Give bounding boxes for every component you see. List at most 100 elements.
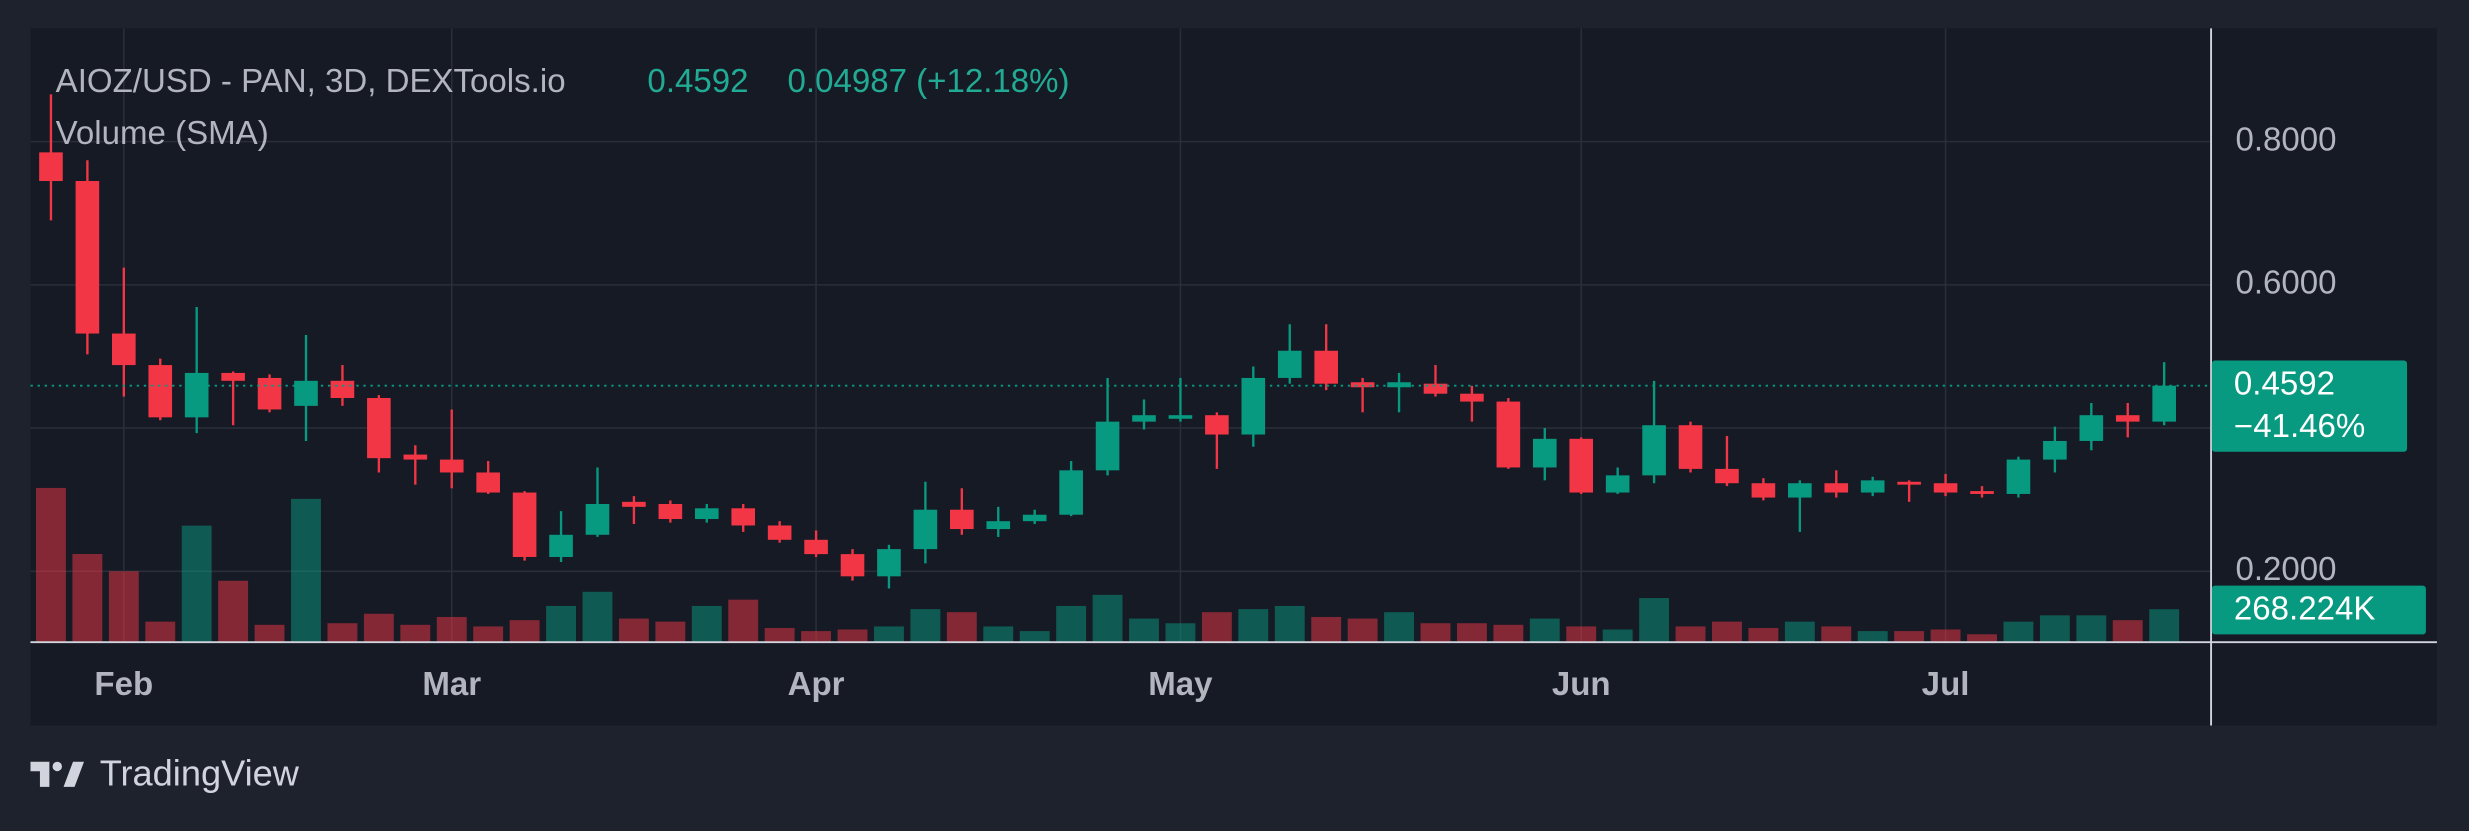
volume-bar <box>655 621 686 643</box>
volume-bar <box>1456 623 1487 643</box>
volume-bar <box>874 626 904 643</box>
candle-body <box>986 521 1011 530</box>
x-tick-label: Apr <box>788 666 845 703</box>
candle-body <box>1970 491 1994 494</box>
candle-body <box>1860 480 1885 493</box>
volume-bar <box>837 629 868 643</box>
volume-bar <box>1857 631 1888 643</box>
candle-body <box>1460 393 1484 402</box>
candle-body <box>694 508 719 520</box>
volume-bar <box>254 624 285 643</box>
candle-body <box>1059 470 1083 515</box>
volume-bar <box>327 623 358 643</box>
volume-bar <box>1529 618 1560 643</box>
last-price-box <box>2211 360 2408 452</box>
y-tick-label: 0.2000 <box>2235 551 2336 588</box>
candle-body <box>1277 350 1302 378</box>
volume-bar <box>1748 628 1779 643</box>
candle-body <box>1132 415 1156 422</box>
last-price-label: 0.4592 <box>2234 365 2335 402</box>
candle-body <box>1205 415 1229 435</box>
volume-bar <box>1129 618 1159 643</box>
volume-bar <box>72 553 103 643</box>
volume-bar <box>1639 598 1670 643</box>
candle-body <box>221 372 245 381</box>
candle-body <box>1897 481 1921 485</box>
candle-body <box>1314 350 1338 384</box>
volume-bar <box>1930 629 1961 643</box>
candle-body <box>1532 438 1557 468</box>
candle-body <box>1824 483 1849 493</box>
volume-bar <box>546 605 576 643</box>
candle-body <box>439 459 464 473</box>
x-tick-label: May <box>1148 666 1213 703</box>
candle-body <box>148 365 173 418</box>
candle-body <box>75 181 100 334</box>
candle-body <box>1569 438 1594 493</box>
volume-bar <box>1566 626 1597 643</box>
candle-body <box>585 503 610 535</box>
volume-bar <box>36 487 66 643</box>
candle-body <box>2006 459 2031 494</box>
candle-body <box>804 539 828 555</box>
candle-body <box>257 377 282 410</box>
candle-body <box>1715 468 1739 484</box>
volume-bar <box>291 498 321 643</box>
candle-body <box>184 372 209 418</box>
candle-body <box>403 454 428 460</box>
header-price: 0.4592 <box>647 63 748 100</box>
volume-bar <box>1784 621 1815 643</box>
volume-bar <box>1092 594 1123 643</box>
volume-bar <box>181 525 212 643</box>
volume-bar <box>2149 609 2180 643</box>
plot-area <box>30 28 2437 726</box>
candle-body <box>1678 425 1703 469</box>
chart-title: AIOZ/USD - PAN, 3D, DEXTools.io <box>56 63 566 100</box>
volume-bar <box>2076 615 2107 643</box>
volume-bar <box>1238 609 1269 643</box>
candle-body <box>2043 440 2067 460</box>
candle-body <box>2079 415 2104 441</box>
volume-bar <box>1967 634 1997 643</box>
volume-bar <box>691 605 722 643</box>
volume-bar <box>1675 626 1706 643</box>
candle-body <box>112 333 136 366</box>
candle-body <box>2152 385 2176 422</box>
volume-bar <box>1274 605 1305 643</box>
volume-bar <box>1311 616 1342 643</box>
brand-name: TradingView <box>100 752 300 793</box>
volume-bar <box>764 628 795 643</box>
x-tick-label: Jun <box>1552 666 1611 703</box>
candle-body <box>622 501 646 507</box>
candle-body <box>1168 415 1193 419</box>
y-tick-label: 0.6000 <box>2235 265 2336 302</box>
volume-bar <box>509 620 540 643</box>
candle-body <box>1241 377 1266 435</box>
candle-body <box>1788 483 1812 498</box>
last-change-label: −41.46% <box>2234 408 2365 445</box>
candle-body <box>1933 483 1958 493</box>
candle-body <box>330 380 355 399</box>
candle-body <box>1022 514 1047 522</box>
volume-bar <box>108 571 139 643</box>
candle-body <box>1642 425 1666 476</box>
candle-body <box>476 472 500 493</box>
y-tick-label: 0.8000 <box>2235 121 2336 158</box>
volume-bar <box>728 599 759 643</box>
candle-body <box>1423 383 1448 394</box>
candle-body <box>877 549 901 577</box>
candle-body <box>367 398 391 459</box>
x-tick-label: Mar <box>422 666 481 703</box>
header-change: 0.04987 (+12.18%) <box>788 63 1070 100</box>
volume-bar <box>363 613 394 643</box>
volume-bar <box>1602 629 1633 643</box>
volume-bar <box>1347 618 1378 643</box>
volume-bar <box>473 626 504 643</box>
candle-body <box>767 525 792 540</box>
volume-bar <box>1894 631 1925 643</box>
volume-bar <box>801 631 832 643</box>
volume-bar <box>1821 626 1852 643</box>
volume-bar <box>2003 621 2034 643</box>
